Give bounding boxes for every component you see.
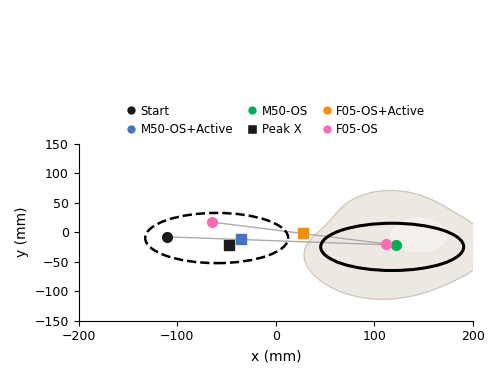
Y-axis label: y (mm): y (mm) bbox=[15, 207, 29, 257]
Polygon shape bbox=[304, 191, 490, 299]
Legend: Start, M50-OS+Active, M50-OS, Peak X, F05-OS+Active, F05-OS: Start, M50-OS+Active, M50-OS, Peak X, F0… bbox=[122, 100, 430, 141]
X-axis label: x (mm): x (mm) bbox=[250, 349, 301, 363]
Circle shape bbox=[391, 218, 446, 252]
